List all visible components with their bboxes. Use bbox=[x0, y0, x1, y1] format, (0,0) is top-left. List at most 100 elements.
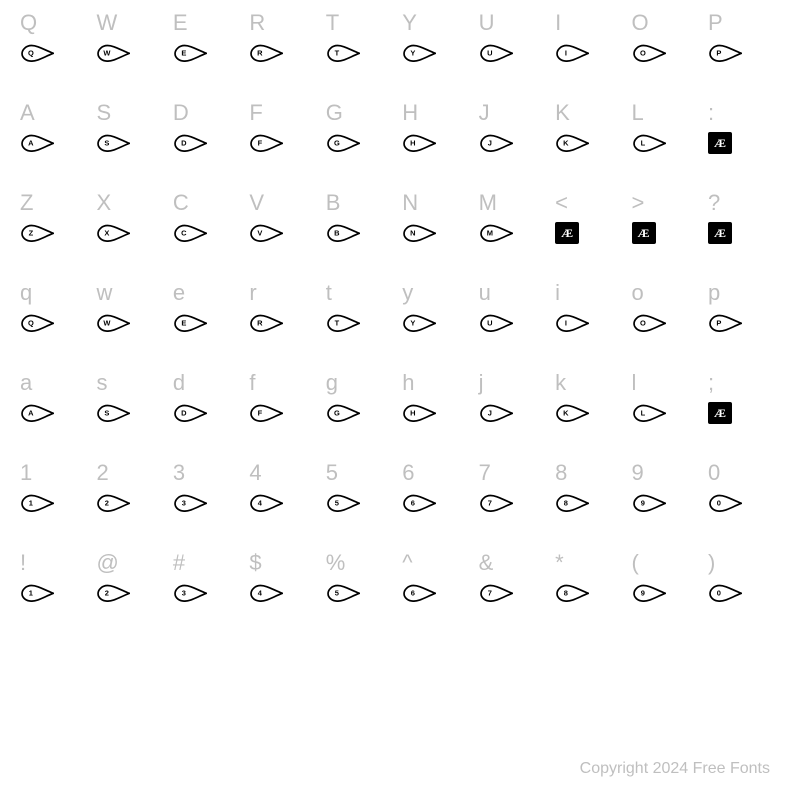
char-cell: f bbox=[247, 370, 323, 396]
eye-glyph-icon: F bbox=[249, 404, 283, 422]
char-cell: a bbox=[18, 370, 94, 396]
eye-glyph-icon: S bbox=[96, 404, 130, 422]
eye-glyph-icon: G bbox=[326, 134, 360, 152]
label-row: 1234567890 bbox=[18, 458, 782, 488]
char-label: G bbox=[326, 100, 343, 126]
eye-glyph-icon: 2 bbox=[96, 494, 130, 512]
glyph-cell: D bbox=[171, 134, 247, 152]
char-cell: ! bbox=[18, 550, 94, 576]
eye-glyph-icon: Y bbox=[402, 314, 436, 332]
eye-glyph-icon: E bbox=[173, 44, 207, 62]
glyph-cell: S bbox=[94, 404, 170, 422]
char-label: F bbox=[249, 100, 262, 126]
glyph-cell: 2 bbox=[94, 494, 170, 512]
svg-text:B: B bbox=[334, 229, 340, 238]
char-label: Y bbox=[402, 10, 417, 36]
char-cell: j bbox=[477, 370, 553, 396]
char-cell: i bbox=[553, 280, 629, 306]
glyph-cell: F bbox=[247, 134, 323, 152]
glyph-cell: Æ bbox=[706, 222, 782, 244]
eye-glyph-icon: Q bbox=[20, 314, 54, 332]
svg-text:V: V bbox=[258, 229, 263, 238]
glyph-cell: 3 bbox=[171, 494, 247, 512]
svg-text:T: T bbox=[334, 319, 339, 328]
char-cell: ; bbox=[706, 370, 782, 396]
eye-glyph-icon: 6 bbox=[402, 494, 436, 512]
label-row: qwertyuiop bbox=[18, 278, 782, 308]
glyph-row: A S D F G H J K L Æ bbox=[18, 128, 782, 158]
char-label: J bbox=[479, 100, 490, 126]
svg-text:D: D bbox=[181, 139, 187, 148]
svg-text:G: G bbox=[334, 139, 340, 148]
char-cell: e bbox=[171, 280, 247, 306]
glyph-cell: H bbox=[400, 404, 476, 422]
ae-box-text: Æ bbox=[632, 222, 656, 244]
char-label: l bbox=[632, 370, 637, 396]
glyph-cell: U bbox=[477, 314, 553, 332]
eye-glyph-icon: L bbox=[632, 134, 666, 152]
glyph-cell: O bbox=[630, 314, 706, 332]
char-label: < bbox=[555, 190, 568, 216]
char-cell: % bbox=[324, 550, 400, 576]
svg-text:P: P bbox=[716, 49, 721, 58]
char-label: w bbox=[96, 280, 112, 306]
char-cell: ^ bbox=[400, 550, 476, 576]
eye-glyph-icon: Q bbox=[20, 44, 54, 62]
glyph-cell: K bbox=[553, 134, 629, 152]
char-cell: 4 bbox=[247, 460, 323, 486]
eye-glyph-icon: H bbox=[402, 404, 436, 422]
glyph-cell: 5 bbox=[324, 584, 400, 602]
eye-glyph-icon: V bbox=[249, 224, 283, 242]
eye-glyph-icon: U bbox=[479, 44, 513, 62]
eye-glyph-icon: 1 bbox=[20, 494, 54, 512]
svg-text:D: D bbox=[181, 409, 187, 418]
eye-glyph-icon: 5 bbox=[326, 584, 360, 602]
char-label: ! bbox=[20, 550, 26, 576]
eye-glyph-icon: P bbox=[708, 314, 742, 332]
char-label: * bbox=[555, 550, 564, 576]
eye-glyph-icon: G bbox=[326, 404, 360, 422]
svg-text:3: 3 bbox=[182, 499, 186, 508]
eye-glyph-icon: A bbox=[20, 134, 54, 152]
svg-text:Y: Y bbox=[411, 319, 416, 328]
ae-box-text: Æ bbox=[555, 222, 579, 244]
char-label: 5 bbox=[326, 460, 338, 486]
svg-text:2: 2 bbox=[105, 589, 109, 598]
eye-glyph-icon: H bbox=[402, 134, 436, 152]
eye-glyph-icon: N bbox=[402, 224, 436, 242]
char-label: 6 bbox=[402, 460, 414, 486]
svg-text:W: W bbox=[104, 319, 112, 328]
glyph-cell: R bbox=[247, 314, 323, 332]
glyph-cell: 7 bbox=[477, 494, 553, 512]
label-row: ASDFGHJKL: bbox=[18, 98, 782, 128]
char-label: 4 bbox=[249, 460, 261, 486]
char-cell: G bbox=[324, 100, 400, 126]
char-label: r bbox=[249, 280, 256, 306]
eye-glyph-icon: K bbox=[555, 134, 589, 152]
eye-glyph-icon: T bbox=[326, 44, 360, 62]
char-cell: ( bbox=[630, 550, 706, 576]
label-row: ZXCVBNM<>? bbox=[18, 188, 782, 218]
char-cell: 5 bbox=[324, 460, 400, 486]
svg-text:J: J bbox=[487, 139, 491, 148]
svg-text:Q: Q bbox=[28, 319, 34, 328]
char-cell: I bbox=[553, 10, 629, 36]
svg-text:O: O bbox=[639, 319, 645, 328]
char-label: C bbox=[173, 190, 189, 216]
svg-text:0: 0 bbox=[717, 589, 721, 598]
glyph-cell: A bbox=[18, 404, 94, 422]
svg-text:R: R bbox=[257, 319, 263, 328]
glyph-row: Q W E R T Y U I O P bbox=[18, 38, 782, 68]
char-label: i bbox=[555, 280, 560, 306]
svg-text:9: 9 bbox=[640, 499, 644, 508]
char-cell: W bbox=[94, 10, 170, 36]
char-label: V bbox=[249, 190, 264, 216]
eye-glyph-icon: W bbox=[96, 314, 130, 332]
ae-box-icon: Æ bbox=[708, 402, 732, 424]
svg-text:Q: Q bbox=[28, 49, 34, 58]
glyph-cell: L bbox=[630, 404, 706, 422]
glyph-cell: T bbox=[324, 314, 400, 332]
eye-glyph-icon: R bbox=[249, 44, 283, 62]
svg-text:Z: Z bbox=[29, 229, 34, 238]
char-cell: l bbox=[630, 370, 706, 396]
